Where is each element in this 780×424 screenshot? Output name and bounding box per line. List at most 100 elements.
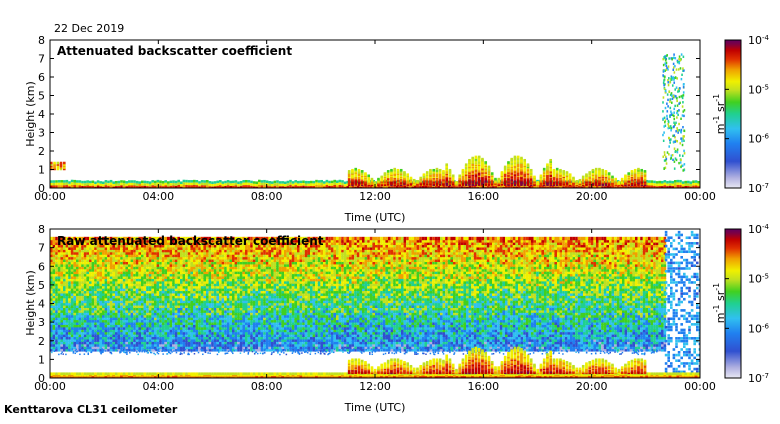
heatmap-cell [510,158,513,161]
heatmap-cell [128,180,131,183]
heatmap-cell [672,69,674,71]
heatmap-cell [313,181,316,184]
heatmap-cell [668,77,670,79]
heatmap-cell [667,105,669,107]
y-tick-label: 2 [38,145,45,158]
heatmap-cell [71,185,74,188]
heatmap-cell [675,122,677,124]
heatmap-cell [60,162,63,165]
heatmap-cell [624,174,627,177]
heatmap-cell [279,181,282,184]
heatmap-cell [598,168,601,171]
heatmap-cell [110,180,113,183]
heatmap-cell [666,115,668,117]
heatmap-cell [190,185,193,188]
heatmap-cell [677,104,679,106]
heatmap-cell [426,171,429,174]
heatmap-cell [371,178,374,181]
heatmap-cell [55,180,58,183]
heatmap-cell [680,159,682,161]
heatmap-cell [678,129,680,131]
heatmap-cell [203,180,206,183]
heatmap-cell [235,180,238,183]
heatmap-cell [341,180,344,183]
heatmap-cell [177,180,180,183]
heatmap-cell [579,179,582,182]
heatmap-cell [276,183,279,186]
heatmap-cell [666,162,668,164]
heatmap-cell [258,180,261,183]
heatmap-cell [442,170,445,173]
heatmap-cell [658,183,661,186]
heatmap-cell [684,183,687,186]
heatmap-cell [663,79,665,81]
heatmap-cell [674,140,676,142]
heatmap-cell [219,183,222,186]
heatmap-cell [79,183,82,186]
heatmap-cell [455,181,458,184]
heatmap-cell [669,141,671,143]
heatmap-cell [679,87,681,89]
heatmap-cell [76,180,79,183]
heatmap-cell [167,184,170,187]
heatmap-cell [387,170,390,173]
heatmap-cell [680,137,682,139]
heatmap-cell [336,183,339,186]
heatmap-cell [84,183,87,186]
heatmap-cell [237,184,240,187]
heatmap-cell [216,183,219,186]
heatmap-cell [673,125,675,127]
heatmap-cell [151,180,154,183]
heatmap-cell [682,101,684,103]
heatmap-cell [669,81,671,83]
heatmap-cell [320,185,323,188]
heatmap-cell [690,181,693,184]
heatmap-cell [556,168,559,171]
heatmap-cell [159,180,162,183]
heatmap-cell [105,180,108,183]
heatmap-cell [149,181,152,184]
heatmap-cell [631,170,634,173]
heatmap-cell [559,169,562,172]
heatmap-cell [682,144,684,146]
heatmap-cell [133,180,136,183]
heatmap-cell [102,181,105,184]
heatmap-cell [224,183,227,186]
heatmap-cell [250,183,253,186]
heatmap-cell [494,178,497,181]
heatmap-cell [281,184,284,187]
heatmap-cell [530,169,533,172]
heatmap-cell [683,129,685,131]
heatmap-cell [112,184,115,187]
heatmap-cell [344,182,347,185]
heatmap-cell [674,185,677,188]
x-tick-label: 00:00 [684,190,716,203]
heatmap-cell [326,185,329,188]
heatmap-cell [675,57,677,59]
heatmap-cell [105,185,108,188]
heatmap-cell [680,67,682,69]
heatmap-cell [297,181,300,184]
y-tick-label: 6 [38,71,45,84]
heatmap-cell [588,171,591,174]
heatmap-cell [185,185,188,188]
heatmap-cell [682,105,684,107]
heatmap-cell [669,98,671,100]
heatmap-cell [237,181,240,184]
heatmap-cell [136,183,139,186]
heatmap-cell [677,131,679,133]
heatmap-cell [183,182,186,185]
heatmap-cell [664,183,667,186]
heatmap-cell [675,157,677,159]
heatmap-cell [680,118,682,120]
heatmap-cell [665,90,667,92]
heatmap-cell [300,183,303,186]
heatmap-cell [159,183,162,186]
heatmap-cell [198,184,201,187]
heatmap-cell [656,181,659,184]
heatmap-cell [53,183,56,186]
heatmap-cell [671,181,674,184]
heatmap-cell [562,170,565,173]
heatmap-cell [229,181,232,184]
